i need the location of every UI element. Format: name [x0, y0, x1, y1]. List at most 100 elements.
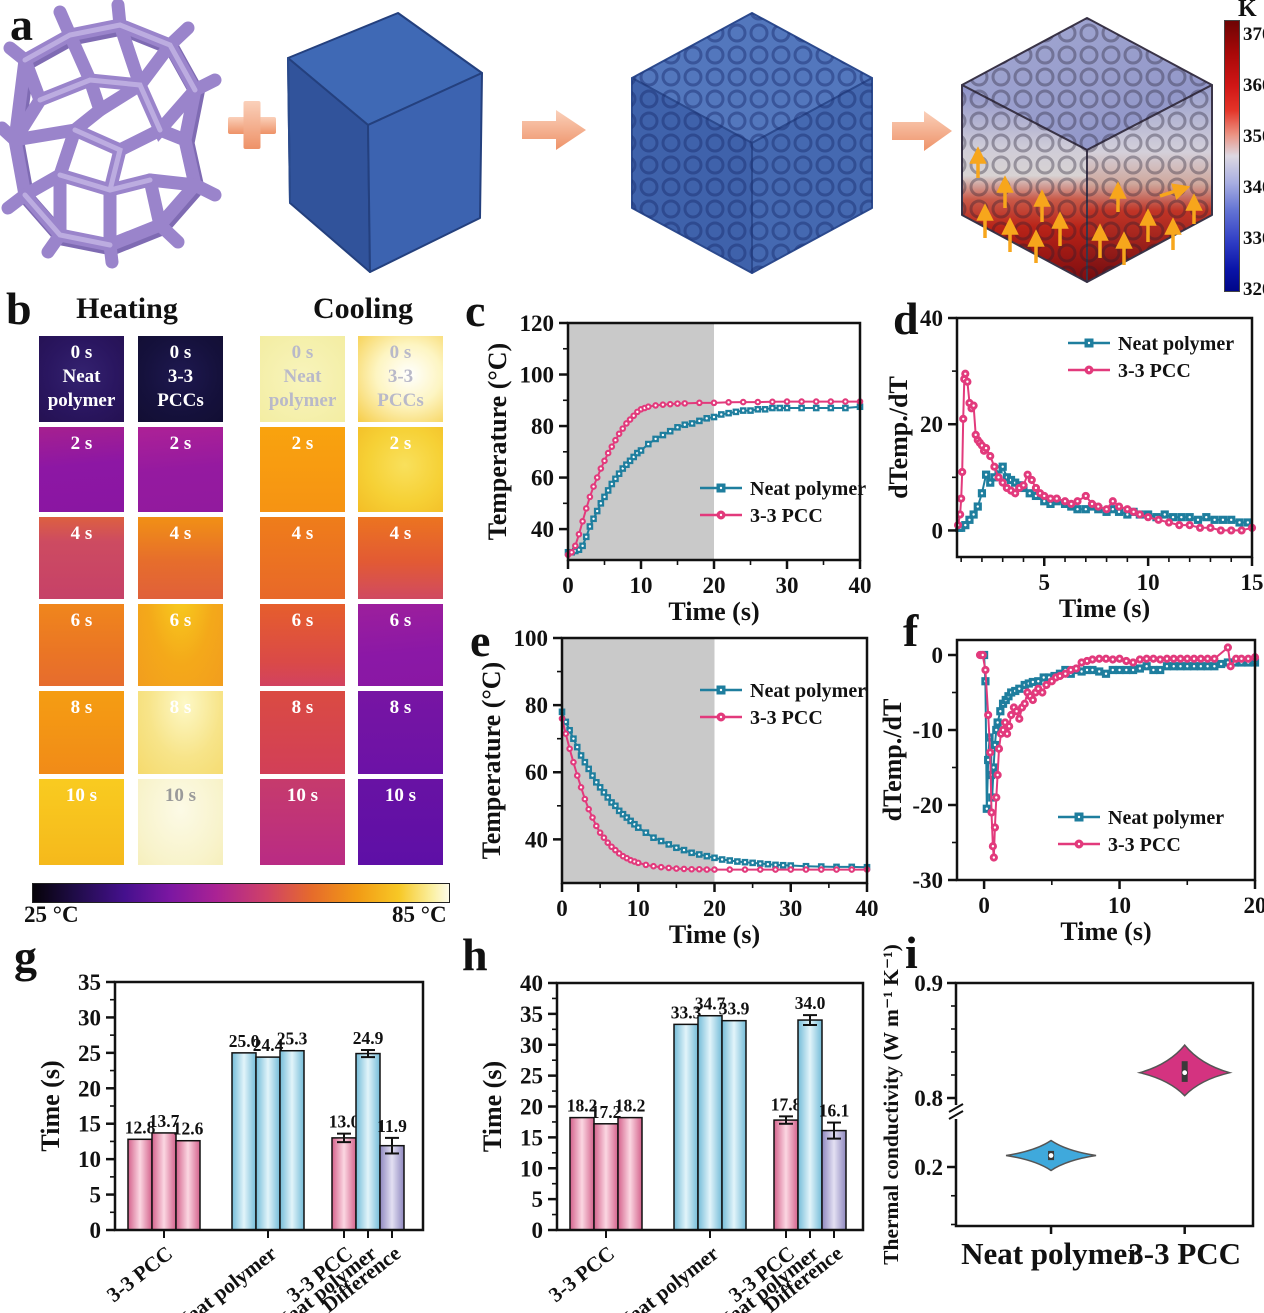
y-tick-label: 0	[90, 1218, 102, 1243]
x-tick-label: 40	[856, 896, 879, 921]
thermal-cell: 0 s Neat polymer	[39, 336, 124, 422]
series-markers	[975, 643, 1260, 862]
thermal-cell: 10 s	[260, 779, 345, 865]
y-tick-label: 30	[78, 1005, 101, 1030]
y-tick-label: 100	[514, 626, 549, 651]
thermal-cell: 4 s	[260, 517, 345, 599]
x-tick-label: 15	[1241, 570, 1264, 595]
bar-value-label: 17.2	[591, 1102, 622, 1122]
heat-flux-arrows	[969, 146, 1203, 265]
bar-value-label: 33.9	[719, 999, 750, 1019]
thermal-cell: 6 s	[260, 604, 345, 686]
x-tick-label: 5	[1039, 570, 1051, 595]
series-markers	[954, 462, 1252, 532]
x-axis-label: Time (s)	[1059, 594, 1150, 623]
thermal-cell: 2 s	[358, 427, 443, 512]
thermal-cell: 6 s	[138, 604, 223, 686]
legend: Neat polymer 3-3 PCC	[1068, 333, 1234, 382]
y-tick-label: 40	[525, 827, 548, 852]
bar-value-label: 17.8	[771, 1094, 802, 1114]
y-tick-label: 40	[531, 517, 554, 542]
bar-value-label: 25.3	[277, 1029, 308, 1049]
thermal-cell: 2 s	[39, 427, 124, 512]
y-tick-label: 60	[531, 466, 554, 491]
x-tick-label: 3-3 PCC	[544, 1241, 619, 1307]
plus-icon	[228, 101, 276, 149]
panel-d-chart: 0 20 40 Time (s) dTemp./dT Neat polymer 3-3 PC…	[884, 306, 1257, 623]
x-tick-label: Neat polymer	[612, 1241, 723, 1313]
kelvin-tick-label: 340	[1243, 177, 1264, 198]
y-tick-label: 5	[532, 1187, 544, 1212]
panel-label-a: a	[10, 0, 33, 50]
pcc-cube	[631, 12, 873, 274]
panel-g-chart: 12.813.712.6 25.024.425.3 13.0 24.9 11.9 0 5 10…	[36, 970, 425, 1313]
y-tick-label: 15	[520, 1125, 543, 1150]
panel-label-i: i	[905, 927, 918, 978]
thermal-cell: 10 s	[358, 779, 443, 865]
x-tick-label: 20	[703, 573, 726, 598]
bar-value-label: 11.9	[377, 1116, 407, 1136]
y-tick-label: 30	[520, 1033, 543, 1058]
kelvin-tick-label: 360	[1243, 75, 1264, 96]
thermal-simulation-cube	[961, 17, 1213, 283]
y-tick-label: 0.8	[914, 1086, 943, 1111]
x-tick-label: 30	[779, 896, 802, 921]
kelvin-tick-label: 350	[1243, 126, 1264, 147]
thermal-cell: 4 s	[39, 517, 124, 599]
y-tick-label: 120	[520, 311, 555, 336]
x-axis-label: Time (s)	[669, 920, 760, 949]
y-tick-label: 100	[520, 363, 555, 388]
y-tick-label: 40	[520, 971, 543, 996]
legend-label: Neat polymer	[1108, 807, 1224, 829]
y-tick-label: -10	[912, 718, 943, 743]
bar-value-label: 12.8	[125, 1117, 156, 1137]
thermal-cell: 2 s	[260, 427, 345, 512]
y-tick-label: 0	[932, 643, 944, 668]
x-tick-label: 10	[1137, 570, 1160, 595]
panel-f-chart: 0 -10 -20 -30 Time (s) dTemp./dT Neat polymer 3…	[878, 638, 1260, 946]
x-tick-label: 10	[1108, 893, 1131, 918]
y-tick-label: 0	[932, 518, 944, 543]
heating-title: Heating	[76, 292, 178, 325]
y-tick-label: 40	[920, 306, 943, 331]
legend-label: 3-3 PCC	[750, 505, 823, 527]
bar-value-label: 18.2	[615, 1096, 646, 1116]
y-axis-label: Time (s)	[36, 1060, 65, 1151]
y-tick-label: 0	[532, 1218, 544, 1243]
y-tick-label: 5	[90, 1183, 102, 1208]
bar-value-label: 13.0	[329, 1112, 360, 1132]
thermal-cell: 4 s	[138, 517, 223, 599]
y-tick-label: 20	[520, 1095, 543, 1120]
panel-label-b: b	[6, 283, 32, 334]
x-tick-label: 0	[562, 573, 574, 598]
y-tick-label: 35	[520, 1002, 543, 1027]
x-tick-label: 10	[630, 573, 653, 598]
scale-max-label: 85 °C	[392, 902, 447, 927]
panel-label-d: d	[893, 293, 919, 344]
panel-label-h: h	[462, 929, 488, 980]
x-tick-label: 0	[978, 893, 990, 918]
legend-label: 3-3 PCC	[750, 707, 823, 729]
y-tick-label: 20	[920, 412, 943, 437]
bar-value-label: 25.0	[229, 1031, 260, 1051]
kelvin-tick-label: 320	[1243, 279, 1264, 300]
y-tick-label: 0.9	[914, 971, 943, 996]
scale-min-label: 25 °C	[24, 902, 79, 927]
y-axis-label: dTemp./dT	[878, 699, 907, 822]
panel-a-schematic	[0, 0, 1213, 283]
series-markers	[979, 650, 1260, 813]
x-axis-label: Time (s)	[668, 597, 759, 626]
panel-label-c: c	[465, 285, 486, 336]
panel-label-f: f	[903, 605, 919, 656]
y-tick-label: 80	[531, 414, 554, 439]
kelvin-colorbar-title: K	[1238, 0, 1257, 22]
x-tick-label: 3-3 PCC	[102, 1241, 177, 1307]
temperature-colorbar	[32, 883, 450, 903]
y-axis-label: Temperature (°C)	[483, 343, 512, 540]
bar-value-label: 16.1	[819, 1101, 850, 1121]
x-tick-label: 20	[1244, 893, 1264, 918]
